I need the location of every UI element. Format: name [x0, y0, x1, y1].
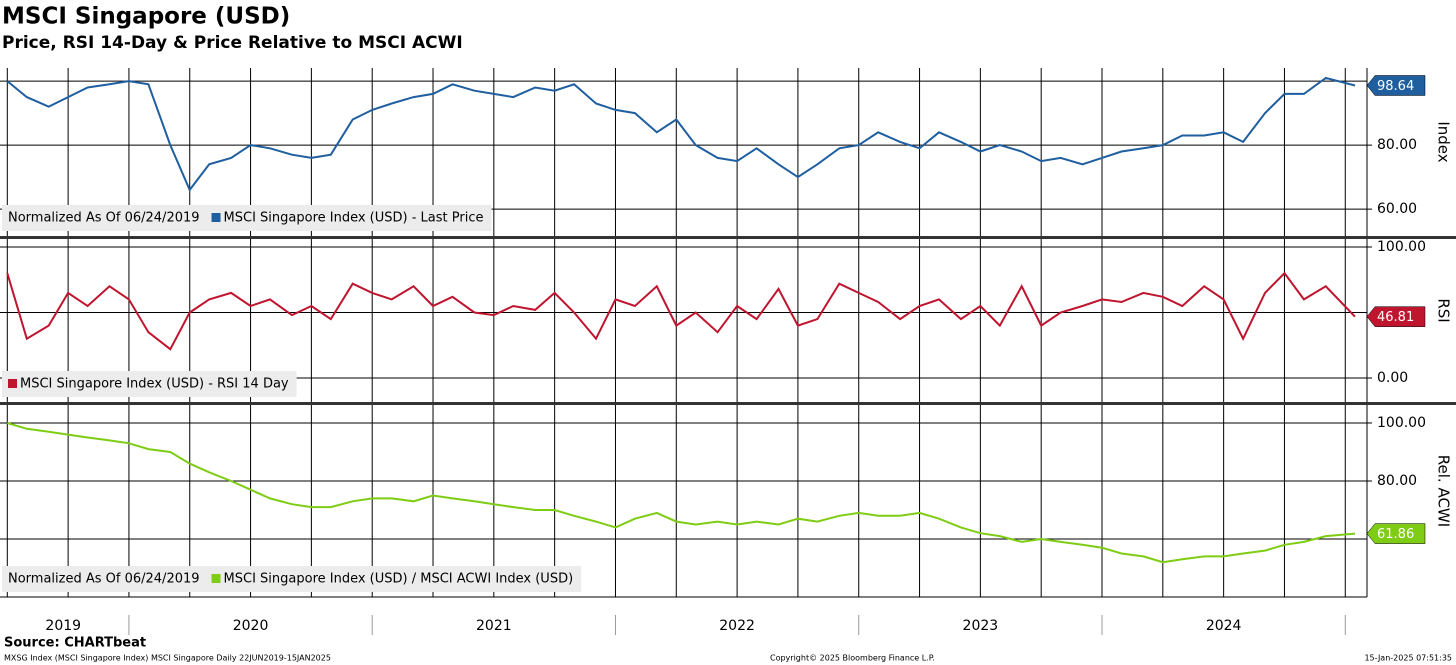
x-tick-label: 2019	[45, 618, 81, 634]
legend-swatch	[8, 379, 17, 388]
source: Source: CHARTbeat	[4, 636, 146, 651]
legend-entry: MSCI Singapore Index (USD) / MSCI ACWI I…	[224, 572, 574, 587]
y-tick-label: 60.00	[1377, 201, 1417, 217]
legend-note: Normalized As Of 06/24/2019	[8, 211, 200, 226]
x-tick-label: 2024	[1206, 618, 1242, 634]
legend-box	[2, 566, 582, 592]
last-value-tag	[1366, 75, 1426, 96]
y-tick-label: 100.00	[1377, 239, 1426, 255]
legend-swatch	[211, 574, 221, 583]
y-tick-label: 80.00	[1377, 473, 1417, 489]
legend-entry: MSCI Singapore Index (USD) - Last Price	[224, 211, 484, 226]
y-axis-label: RSI	[1435, 298, 1453, 322]
series-line	[7, 422, 1356, 564]
last-value-label: 46.81	[1377, 310, 1414, 325]
y-tick-label: 80.00	[1377, 137, 1417, 153]
legend-box	[2, 371, 297, 397]
last-value-label: 98.64	[1377, 79, 1414, 94]
legend-note: Normalized As Of 06/24/2019	[8, 572, 200, 587]
last-value-tag	[1366, 523, 1426, 544]
copyright: Copyright© 2025 Bloomberg Finance L.P.	[770, 654, 935, 663]
y-axis-label: Index	[1435, 121, 1453, 162]
y-axis-label: Rel. ACWI	[1435, 455, 1453, 527]
x-tick-label: 2022	[719, 618, 755, 634]
legend-box	[2, 205, 492, 231]
timestamp: 15-Jan-2025 07:51:35	[1364, 654, 1452, 663]
y-tick-label: 0.00	[1377, 370, 1408, 386]
legend-swatch	[211, 213, 221, 222]
chart-subtitle: Price, RSI 14-Day & Price Relative to MS…	[2, 33, 463, 53]
ticker-info: MXSG Index (MSCI Singapore Index) MSCI S…	[4, 654, 331, 663]
x-tick-label: 2021	[476, 618, 512, 634]
series-line	[6, 271, 1356, 351]
y-tick-label: 100.00	[1377, 415, 1426, 431]
x-tick-label: 2023	[963, 618, 999, 634]
last-value-tag	[1366, 306, 1426, 327]
legend-entry: MSCI Singapore Index (USD) - RSI 14 Day	[20, 377, 289, 392]
chart-title: MSCI Singapore (USD)	[2, 4, 290, 30]
series-line	[6, 76, 1356, 192]
x-tick-label: 2020	[233, 618, 269, 634]
last-value-label: 61.86	[1377, 527, 1414, 542]
